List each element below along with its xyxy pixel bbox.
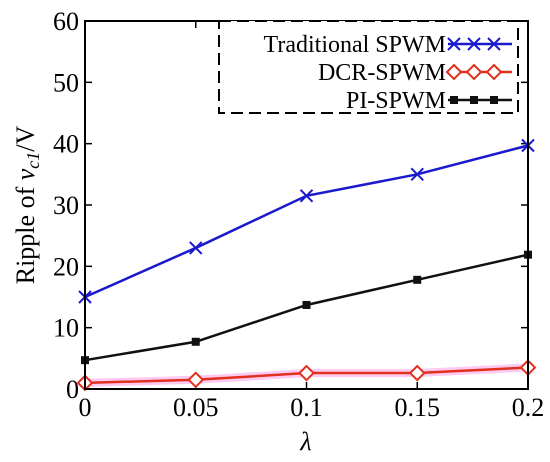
y-tick-label: 10 [53, 314, 79, 343]
x-tick-label: 0.1 [290, 393, 323, 422]
series-dcr-spwm-point [408, 364, 426, 382]
x-tick-label: 0 [79, 393, 92, 422]
series-dcr-spwm-point [187, 371, 205, 389]
y-axis-title: Ripple of vc1/V [11, 126, 43, 285]
legend-swatch-marker [485, 63, 503, 81]
y-axis-ticks: 0 10 20 30 40 50 60 [53, 7, 528, 404]
legend-label: DCR-SPWM [318, 60, 446, 86]
legend-swatch-marker [487, 37, 501, 51]
series-dcr-spwm [76, 359, 537, 392]
y-axis-title-var: v [11, 168, 40, 180]
legend-item-traditional-spwm: Traditional SPWM [264, 32, 512, 58]
legend-swatch-marker [490, 96, 498, 104]
series-layer [76, 138, 537, 392]
legend-swatch-marker [465, 63, 483, 81]
series-pi-spwm-point [302, 300, 311, 309]
y-axis-title-sub: c1 [23, 152, 43, 169]
legend-swatch-marker [450, 96, 458, 104]
y-tick-label: 30 [53, 191, 79, 220]
legend-swatch-marker [445, 63, 463, 81]
y-axis-title-prefix: Ripple of [11, 180, 40, 284]
y-tick-label: 20 [53, 252, 79, 281]
series-traditional-spwm-point [410, 167, 424, 182]
series-pi-spwm-point [191, 337, 200, 346]
legend-swatch-marker [467, 37, 481, 51]
legend-label: PI-SPWM [346, 88, 446, 114]
legend-item-pi-spwm: PI-SPWM [346, 88, 512, 114]
y-tick-label: 50 [53, 68, 79, 97]
legend-label: Traditional SPWM [264, 32, 446, 58]
legend-item-dcr-spwm: DCR-SPWM [318, 60, 512, 86]
y-axis-title-suffix: /V [11, 126, 40, 152]
series-traditional-spwm-point [299, 189, 314, 203]
series-traditional-spwm-point [189, 241, 203, 255]
y-tick-label: 0 [66, 375, 79, 404]
legend-swatch-marker [470, 96, 478, 104]
series-pi-spwm-point [413, 275, 422, 284]
series-traditional-spwm-line [84, 144, 529, 299]
x-tick-label: 0.2 [512, 393, 545, 422]
legend-swatch-marker [447, 37, 461, 51]
series-dcr-spwm-point [298, 364, 315, 382]
x-tick-label: 0.15 [395, 393, 441, 422]
legend-box [218, 20, 519, 114]
y-tick-label: 40 [53, 130, 79, 159]
x-axis-title: λ [299, 427, 311, 456]
series-traditional-spwm [78, 138, 535, 304]
x-axis-ticks: 0 0.05 0.1 0.15 0.2 [79, 21, 545, 422]
x-tick-label: 0.05 [173, 393, 219, 422]
y-tick-label: 60 [53, 7, 79, 36]
